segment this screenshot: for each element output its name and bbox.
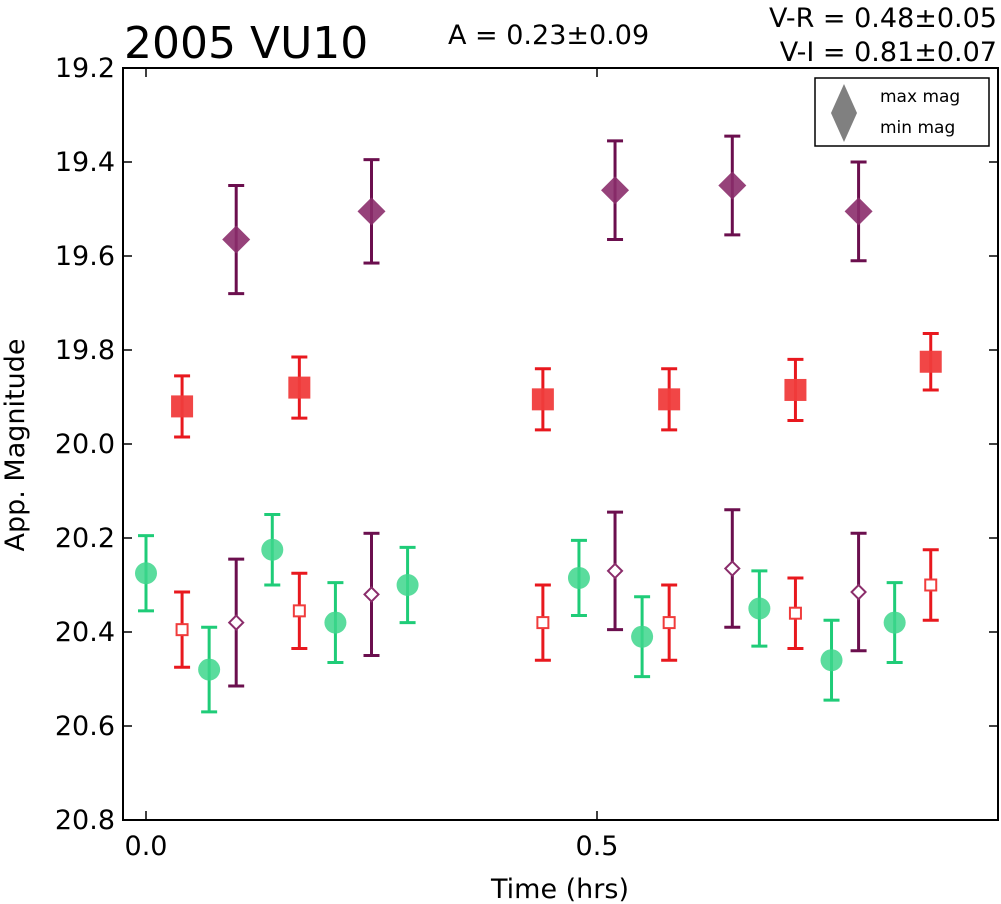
chart-title: 2005 VU10 [124,18,368,69]
data-point-diamond [357,197,386,226]
data-point-open-diamond [850,583,867,601]
y-tick-label: 19.2 [55,53,115,84]
y-tick-label: 19.4 [55,147,115,178]
y-axis-label: App. Magnitude [0,339,31,552]
legend: max mag min mag [814,77,990,147]
data-point-open-square [788,606,802,620]
data-point-circle [324,611,347,634]
data-point-square [288,376,311,399]
x-tick-label: 0.0 [125,831,168,862]
data-point-square [919,350,942,373]
data-point-diamond [844,197,873,226]
data-point-open-square [536,616,550,630]
y-tick-label: 20.8 [55,805,115,836]
data-point-open-square [175,623,189,637]
x-axis-label: Time (hrs) [490,874,629,904]
data-point-circle [198,658,221,681]
color-vr-text: V-R = 0.48±0.05 [769,3,997,34]
data-point-diamond [222,225,251,254]
series-i [222,134,873,296]
color-vi-text: V-I = 0.81±0.07 [780,37,997,68]
data-point-open-square [662,616,676,630]
data-point-diamond [718,171,747,200]
series-r [171,332,942,439]
data-point-circle [883,611,906,634]
y-tick-label: 20.2 [55,523,115,554]
data-point-open-square [924,578,938,592]
data-point-open-diamond [606,562,624,580]
x-tick-label: 0.5 [576,831,619,862]
data-point-diamond [601,176,630,205]
y-tick-label: 20.0 [55,429,115,460]
data-point-open-diamond [363,585,380,603]
y-tick-label: 20.6 [55,711,115,742]
y-tick-label: 19.8 [55,335,115,366]
data-point-square [784,378,807,401]
legend-max-marker [831,84,857,113]
y-tick-label: 19.6 [55,241,115,272]
series-r-offset [174,548,939,669]
data-point-circle [396,574,419,596]
data-point-circle [631,625,654,648]
legend-max-label: max mag [880,87,960,107]
legend-min-label: min mag [880,118,955,138]
data-point-open-square [292,604,306,618]
data-point-square [658,388,681,411]
series-v [135,513,906,714]
data-point-circle [820,649,843,672]
plot-frame [122,67,999,821]
series-layer [135,134,942,714]
data-point-circle [135,562,157,585]
data-point-circle [567,566,590,589]
data-point-open-diamond [227,614,245,632]
y-tick-label: 20.4 [55,617,115,648]
series-i-offset [227,508,867,688]
data-point-square [531,388,554,411]
data-point-open-diamond [723,560,741,577]
data-point-circle [261,538,284,561]
legend-min-marker [831,113,857,142]
data-point-circle [748,597,771,620]
ticks-layer: 19.2 19.4 19.6 19.8 20.0 20.2 20.4 20.6 20.8 0.0 0… [55,53,998,862]
data-point-square [171,395,194,418]
amplitude-text: A = 0.23±0.09 [448,20,649,51]
